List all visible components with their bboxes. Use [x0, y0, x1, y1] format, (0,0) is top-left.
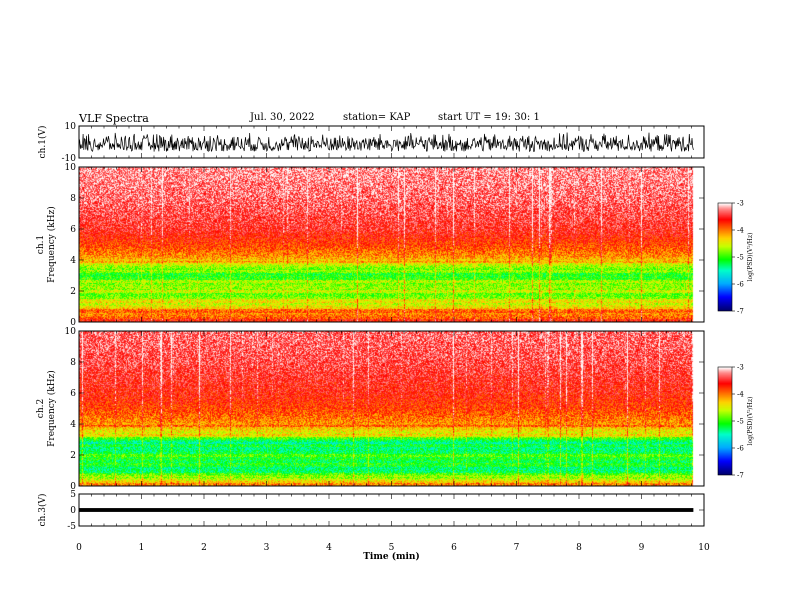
xtick-label: 0: [76, 543, 82, 553]
ch3-waveform-ytick-label: 5: [70, 490, 76, 500]
ch1-spectrogram-image: [79, 167, 704, 322]
xaxis-label: Time (min): [363, 551, 420, 562]
ch1-colorbar-tick-label: -7: [737, 308, 744, 316]
xtick-label: 8: [576, 543, 582, 553]
station-label: station= KAP: [343, 112, 411, 123]
ch2-colorbar: [718, 367, 732, 475]
ch1-colorbar-tick-label: -6: [737, 281, 744, 289]
start-time-label: start UT = 19: 30: 1: [438, 112, 540, 123]
xtick-label: 7: [514, 543, 520, 553]
xtick-label: 5: [389, 543, 395, 553]
ch1-waveform-plot: [78, 132, 694, 153]
xtick-label: 6: [451, 543, 457, 553]
ch2-spectrogram-ytick-label: 8: [70, 358, 76, 368]
ch2-spectrogram-ylabel: ch.2: [36, 399, 46, 418]
ch2-spectrogram-ytick-label: 6: [70, 389, 76, 399]
xtick-label: 9: [639, 543, 645, 553]
ch1-colorbar-label: log(PSD)(V²/Hz): [747, 233, 754, 282]
figure-title: VLF Spectra: [79, 112, 149, 125]
ch2-colorbar-tick-label: -5: [737, 418, 744, 426]
ch1-waveform-ytick-label: -10: [62, 154, 77, 164]
ch1-spectrogram-ylabel: ch.1: [36, 235, 46, 254]
ch1-spectrogram-ytick-label: 10: [65, 163, 77, 173]
ch3-waveform-band: [79, 508, 694, 512]
ch1-waveform-line: [78, 132, 694, 153]
ch2-colorbar-tick-label: -3: [737, 364, 744, 372]
ch2-spectrogram-ytick-label: 2: [70, 451, 76, 461]
ch2-colorbar-tick-label: -4: [737, 391, 744, 399]
ch1-waveform-ylabel: ch.1(V): [37, 126, 48, 159]
ch1-colorbar: [718, 203, 732, 311]
ch2-colorbar-tick-label: -7: [737, 472, 744, 480]
ch3-waveform-ytick-label: -5: [67, 522, 76, 532]
ch1-spectrogram-ytick-label: 6: [70, 225, 76, 235]
ch2-spectrogram-image: [79, 331, 704, 486]
ch2-spectrogram-ylabel: Frequency (kHz): [46, 370, 57, 447]
ch1-colorbar-tick-label: -5: [737, 254, 744, 262]
date-label: Jul. 30, 2022: [250, 112, 315, 123]
ch1-spectrogram-ytick-label: 2: [70, 287, 76, 297]
ch1-spectrogram-ylabel: Frequency (kHz): [46, 206, 57, 283]
ch2-spectrogram-ytick-label: 0: [70, 482, 76, 492]
ch1-spectrogram-ytick-label: 8: [70, 194, 76, 204]
ch3-waveform-plot: [79, 508, 694, 512]
ch3-waveform-ylabel: ch.3(V): [37, 494, 48, 527]
xtick-label: 3: [264, 543, 270, 553]
xtick-label: 10: [698, 543, 710, 553]
ch1-colorbar-tick-label: -3: [737, 200, 744, 208]
ch1-spectrogram-ytick-label: 4: [70, 256, 76, 266]
ch3-waveform-ytick-label: 0: [70, 506, 76, 516]
axis-ticks: [78, 125, 735, 527]
ch2-spectrogram-ytick-label: 10: [65, 327, 77, 337]
ch2-spectrogram-ytick-label: 4: [70, 420, 76, 430]
ch2-colorbar-label: log(PSD)(V²/Hz): [747, 397, 754, 446]
xtick-label: 2: [201, 543, 207, 553]
ch1-colorbar-tick-label: -4: [737, 227, 744, 235]
xtick-label: 4: [326, 543, 332, 553]
xtick-label: 1: [139, 543, 145, 553]
ch1-spectrogram-ytick-label: 0: [70, 318, 76, 328]
ch2-colorbar-tick-label: -6: [737, 445, 744, 453]
ch1-waveform-ytick-label: 10: [65, 122, 77, 132]
